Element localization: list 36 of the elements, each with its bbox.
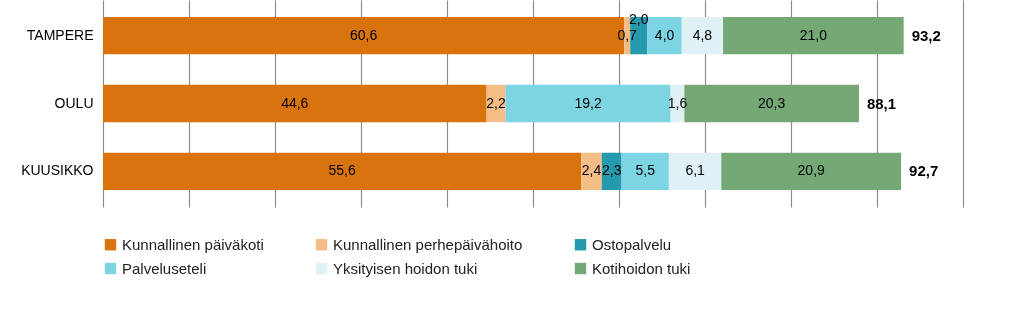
y-tick-label: TAMPERE bbox=[26, 26, 94, 43]
legend-label: Palveluseteli bbox=[122, 259, 207, 277]
bar bbox=[647, 16, 682, 55]
total-label: 92,7 bbox=[909, 162, 939, 180]
bar bbox=[103, 152, 582, 191]
legend-label: Yksityisen hoidon tuki bbox=[333, 259, 478, 277]
data-label: 2,4 bbox=[581, 162, 602, 179]
data-label: 60,6 bbox=[349, 26, 378, 43]
data-label: 20,9 bbox=[797, 162, 826, 179]
legend-label: Ostopalvelu bbox=[592, 235, 672, 253]
data-label: 5,5 bbox=[635, 162, 656, 179]
bar bbox=[681, 16, 724, 55]
data-label: 2,2 bbox=[486, 94, 506, 111]
bar bbox=[721, 152, 902, 191]
legend-label: Kunnallinen päiväkoti bbox=[122, 235, 264, 253]
data-label: 55,6 bbox=[328, 162, 356, 179]
data-label: 6,1 bbox=[685, 162, 706, 179]
bar bbox=[723, 16, 904, 55]
total-label: 93,2 bbox=[911, 26, 941, 44]
data-label: 4,0 bbox=[654, 26, 675, 43]
legend-label: Kotihoidon tuki bbox=[592, 259, 691, 277]
data-label: 44,6 bbox=[281, 94, 309, 111]
data-label: 1,6 bbox=[667, 94, 688, 111]
data-label: 20,3 bbox=[758, 94, 786, 111]
y-tick-label: KUUSIKKO bbox=[21, 162, 94, 179]
data-label: 0,7 bbox=[617, 26, 638, 43]
bar bbox=[668, 152, 722, 191]
bar bbox=[621, 152, 669, 191]
y-tick-label: OULU bbox=[54, 94, 94, 111]
data-label: 21,0 bbox=[799, 26, 828, 43]
legend-label: Kunnallinen perhepäivähoito bbox=[333, 235, 523, 253]
total-label: 88,1 bbox=[866, 94, 897, 112]
bar bbox=[103, 84, 487, 123]
data-label: 2,3 bbox=[601, 162, 622, 179]
data-label: 4,8 bbox=[692, 26, 713, 43]
data-label: 19,2 bbox=[574, 94, 602, 111]
